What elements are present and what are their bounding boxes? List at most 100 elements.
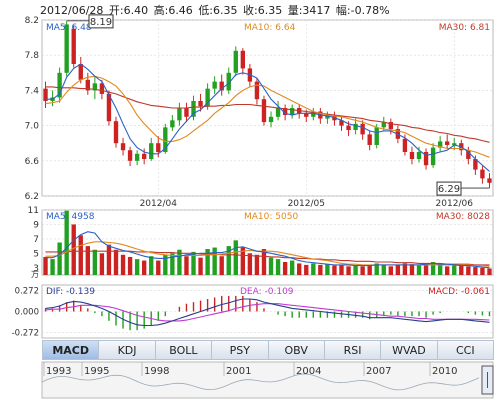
candle-body [445, 141, 450, 145]
candle-body [268, 116, 274, 123]
candle-body [360, 123, 365, 135]
timeline-year-label: 2004 [296, 366, 321, 377]
candle-body [487, 178, 492, 183]
candle-body [226, 72, 231, 91]
macd-tick-label: -0.272 [12, 329, 39, 339]
high-annotation-box [88, 14, 114, 29]
timeline-year-label: 2010 [432, 366, 457, 377]
candle-body [304, 113, 309, 117]
volume-bar [416, 265, 422, 275]
candle-body [311, 111, 316, 117]
volume-bar [226, 246, 231, 275]
volume-bar [459, 264, 464, 275]
volume-bar [156, 260, 161, 275]
volume-bar [360, 266, 365, 275]
volume-bar [381, 264, 386, 275]
volume-bar [184, 256, 189, 275]
candle-body [416, 152, 422, 160]
quote-close: 收:6.35 [243, 4, 283, 17]
candle-body [149, 143, 154, 160]
candle-body [374, 127, 379, 145]
volume-bar [388, 266, 394, 275]
volume-tick-label: 7 [33, 235, 39, 245]
dif-line [45, 298, 490, 327]
candle-body [325, 115, 330, 119]
panel-frame [41, 19, 494, 197]
volume-bar [43, 256, 48, 275]
volume-bar [297, 263, 302, 275]
candle-body [163, 127, 168, 152]
legend-ma30: MA30: 6.81 [439, 23, 490, 33]
candle-body [381, 122, 386, 128]
timeline-sparkline [41, 373, 480, 391]
candle-body [437, 141, 443, 148]
tab-obv[interactable]: OBV [268, 340, 325, 360]
tab-cci[interactable]: CCI [437, 340, 494, 360]
price-tick-label: 7.4 [25, 86, 40, 96]
price-tick-label: 7.0 [25, 122, 40, 132]
tab-macd[interactable]: MACD [42, 340, 100, 360]
month-label: 2012/04 [140, 199, 178, 209]
volume-legend-ma5: MA5: 4958 [46, 212, 95, 222]
volume-bar [247, 253, 253, 275]
legend-ma5: MA5: 6.48 [46, 23, 92, 33]
quote-date: 2012/06/28 [40, 4, 104, 17]
volume-bar [339, 264, 344, 275]
candle-body [43, 88, 48, 101]
quote-volume: 量:3417 [287, 4, 331, 17]
candle-body [430, 147, 436, 166]
volume-bar [106, 244, 112, 275]
volume-bar [367, 264, 372, 275]
low-annotation: 6.29 [438, 184, 460, 195]
tab-rsi[interactable]: RSI [324, 340, 382, 360]
volume-bar [346, 266, 351, 275]
volume-bar [205, 249, 210, 275]
candle-body [184, 108, 189, 117]
volume-tick-label: 3 [33, 264, 39, 274]
volume-bar [233, 240, 238, 275]
volume-bar [430, 262, 436, 275]
volume-bar [64, 210, 69, 275]
volume-tick-label: 11 [28, 206, 39, 216]
volume-tick-label: 5 [33, 249, 39, 259]
timeline-year-label: 1998 [144, 366, 169, 377]
candle-body [275, 108, 281, 117]
candle-body [99, 83, 105, 94]
tab-boll[interactable]: BOLL [155, 340, 213, 360]
volume-bar [261, 249, 267, 275]
candle-body [240, 50, 246, 69]
candle-body [367, 134, 372, 145]
volume-bar [71, 224, 76, 275]
candle-body [85, 79, 90, 91]
volume-bar [212, 247, 217, 275]
candle-body [339, 120, 344, 126]
legend-dif: DIF: -0.139 [46, 287, 95, 297]
tab-wvad[interactable]: WVAD [381, 340, 438, 360]
quote-open: 开:6.40 [108, 4, 149, 17]
quote-change: 幅:-0.78% [335, 4, 390, 17]
tab-kdj[interactable]: KDJ [99, 340, 156, 360]
volume-bar [57, 242, 62, 275]
candle-body [205, 88, 210, 107]
tab-psy[interactable]: PSY [212, 340, 269, 360]
candle-body [156, 143, 161, 152]
volume-bar [374, 263, 379, 275]
volume-bar [170, 253, 175, 275]
candle-body [64, 24, 69, 73]
legend-macd: MACD: -0.061 [428, 287, 490, 297]
timeline-frame[interactable] [41, 361, 494, 399]
candle-body [198, 100, 203, 107]
price-tick-label: 6.2 [25, 192, 39, 202]
candle-body [388, 122, 394, 130]
volume-bar [113, 249, 119, 275]
volume-ma30-line [45, 250, 490, 266]
candle-body [346, 125, 351, 130]
volume-legend-ma30: MA30: 8028 [436, 212, 490, 222]
timeline-year-label: 2001 [226, 366, 251, 377]
candle-body [78, 64, 83, 80]
volume-bar [219, 256, 224, 275]
candle-body [353, 123, 358, 130]
month-label: 2012/06 [436, 199, 474, 209]
volume-bar [466, 266, 471, 275]
